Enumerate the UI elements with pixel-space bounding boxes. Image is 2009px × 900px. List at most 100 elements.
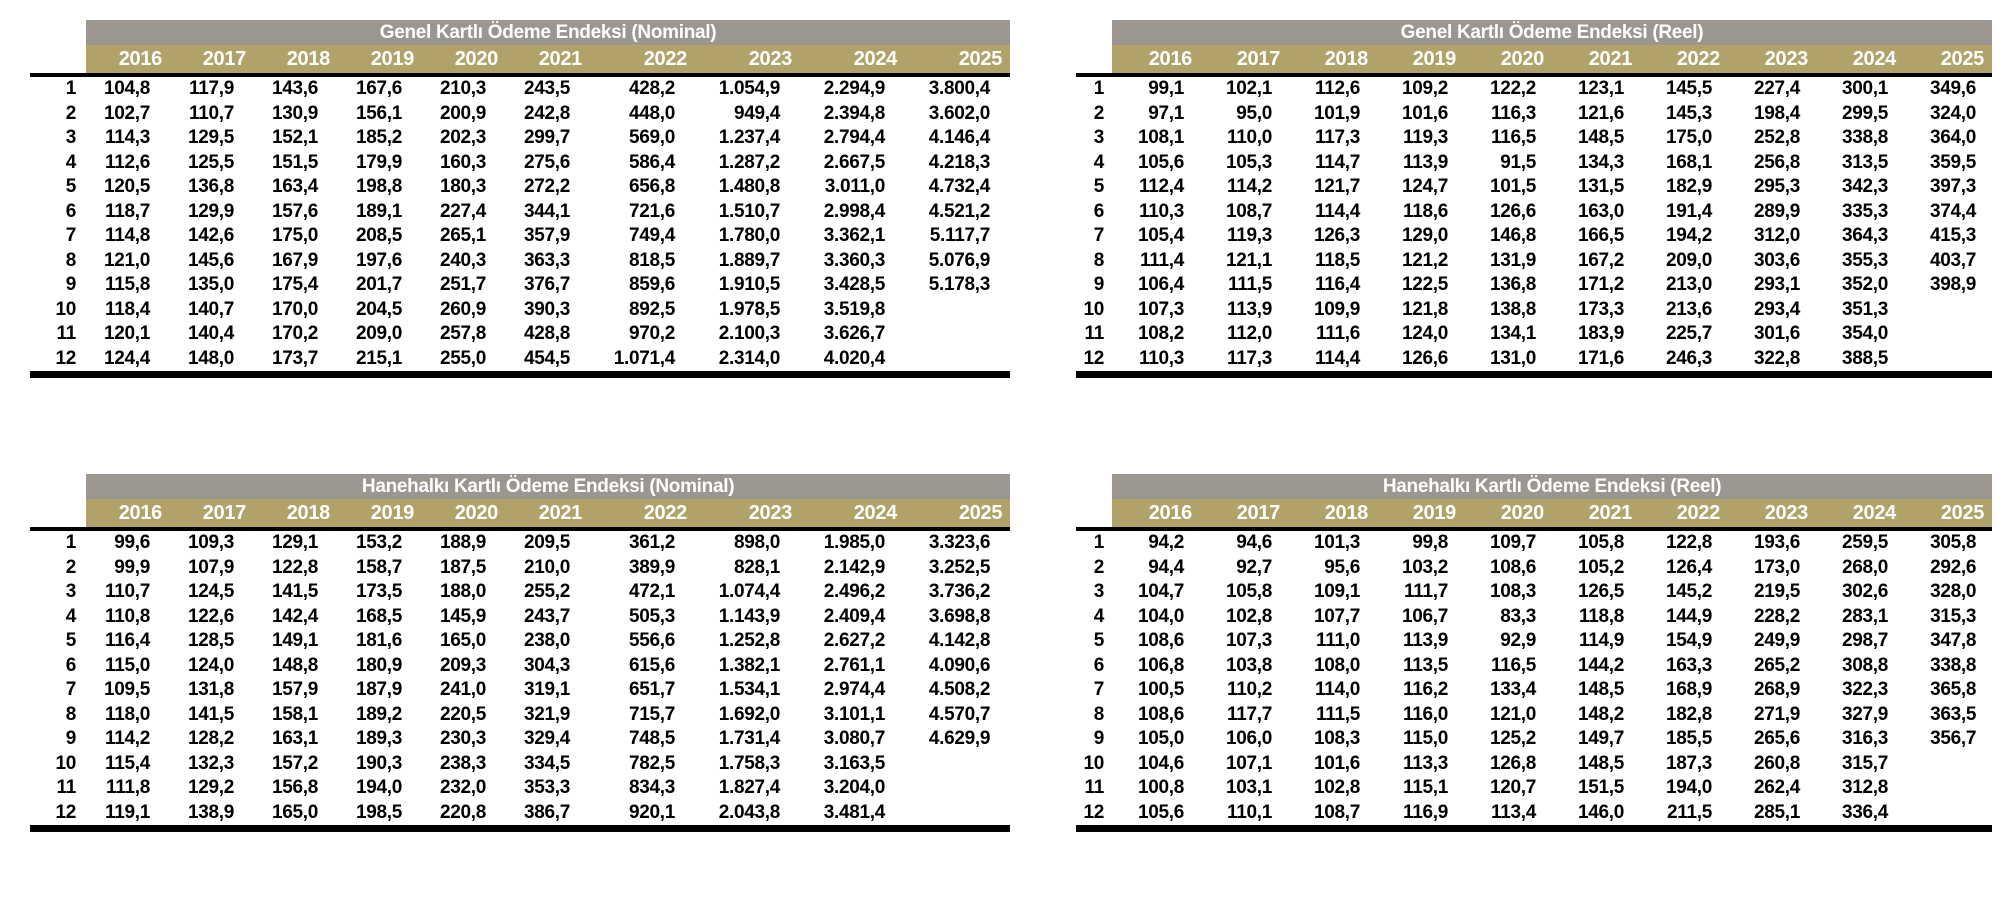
value-cell: 145,2 (1665, 581, 1712, 603)
value-cell: 111,4 (1140, 249, 1184, 271)
year-header: 2021 (1552, 499, 1640, 531)
value-cell: 118,0 (105, 703, 150, 725)
table-row: 6 106,8 103,8 108,0 113,5 116,5 144,2 163,3 265,… (1076, 654, 1992, 679)
value-cell: 115,8 (105, 274, 150, 296)
value-cell: 143,6 (271, 78, 318, 100)
value-cell: 99,6 (114, 532, 150, 554)
month-label: 4 (1093, 605, 1105, 627)
value-cell: 448,0 (628, 102, 675, 124)
month-label: 4 (65, 151, 77, 173)
table-row: 1 99,1 102,1 112,6 109,2 122,2 123,1 145,5 227,4… (1076, 75, 1992, 102)
value-cell: 194,2 (1665, 225, 1712, 247)
month-label: 9 (65, 728, 77, 750)
value-cell: 198,4 (1753, 102, 1800, 124)
value-cell: 163,3 (1665, 654, 1712, 676)
value-cell: 4.218,3 (928, 151, 991, 173)
value-cell: 122,2 (1489, 78, 1536, 100)
value-cell: 124,0 (187, 654, 234, 676)
value-cell: 1.978,5 (718, 298, 781, 320)
value-cell: 110,3 (1112, 346, 1200, 378)
value-cell: 180,9 (355, 654, 402, 676)
table-row: 3 108,1 110,0 117,3 119,3 116,5 148,5 175,0 252,… (1076, 126, 1992, 151)
value-cell: 4.020,4 (800, 346, 905, 378)
value-cell: 1.985,0 (823, 532, 886, 554)
month-label: 12 (1076, 800, 1112, 832)
value-cell: 111,5 (1316, 703, 1360, 725)
year-header: 2018 (254, 45, 338, 77)
value-cell: 2.043,8 (695, 800, 800, 832)
value-cell: 312,0 (1753, 225, 1800, 247)
month-label: 5 (65, 176, 77, 198)
value-cell: 5.076,9 (928, 249, 991, 271)
value-cell: 355,3 (1841, 249, 1888, 271)
value-cell: 110,1 (1200, 800, 1288, 832)
table-row: 5 116,4 128,5 149,1 181,6 165,0 238,0 556,6 1.25… (30, 629, 1010, 654)
value-cell: 160,3 (439, 151, 486, 173)
value-cell: 116,0 (1403, 703, 1448, 725)
value-cell (1904, 322, 1992, 347)
value-cell: 265,6 (1753, 728, 1800, 750)
value-cell: 104,8 (103, 78, 150, 100)
value-cell: 105,6 (1137, 151, 1184, 173)
payment-index-table-hanehalki-nominal: Hanehalkı Kartlı Ödeme Endeksi (Nominal)… (30, 474, 1011, 832)
value-cell: 238,3 (439, 752, 486, 774)
table-row: 11 120,1 140,4 170,2 209,0 257,8 428,8 970,2 2.1… (30, 322, 1010, 347)
title-row: Genel Kartlı Ödeme Endeksi (Reel) (1076, 20, 1992, 45)
value-cell: 1.534,1 (718, 679, 781, 701)
value-cell (1904, 346, 1992, 378)
value-cell: 2.100,3 (718, 323, 781, 345)
value-cell: 243,7 (523, 605, 570, 627)
table-row: 1 99,6 109,3 129,1 153,2 188,9 209,5 361,2 898,0… (30, 529, 1010, 556)
value-cell: 374,4 (1929, 200, 1976, 222)
value-cell: 115,1 (1403, 777, 1448, 799)
value-cell: 141,5 (271, 581, 318, 603)
value-cell: 615,6 (628, 654, 675, 676)
value-cell: 121,6 (1577, 102, 1624, 124)
value-cell: 103,8 (1225, 654, 1272, 676)
value-cell: 210,0 (523, 556, 570, 578)
value-cell: 220,8 (422, 800, 506, 832)
value-cell: 189,1 (355, 200, 402, 222)
corner-spacer (1076, 45, 1112, 77)
value-cell: 721,6 (628, 200, 675, 222)
payment-index-table-genel-nominal: Genel Kartlı Ödeme Endeksi (Nominal) 2016… (30, 20, 1011, 378)
value-cell: 361,2 (628, 532, 675, 554)
value-cell: 211,5 (1640, 800, 1728, 832)
value-cell: 117,3 (1315, 127, 1360, 149)
value-cell: 5.117,7 (929, 225, 991, 247)
value-cell: 1.252,8 (718, 630, 781, 652)
value-cell: 144,2 (1577, 654, 1624, 676)
value-cell: 349,6 (1929, 78, 1976, 100)
value-cell: 230,3 (439, 728, 486, 750)
value-cell (905, 346, 1011, 378)
value-cell: 107,7 (1313, 605, 1360, 627)
table-row: 10 115,4 132,3 157,2 190,3 238,3 334,5 782,5 1.7… (30, 752, 1010, 777)
year-header: 2023 (1728, 499, 1816, 531)
value-cell: 275,6 (523, 151, 570, 173)
value-cell: 109,9 (1313, 298, 1360, 320)
value-cell: 114,4 (1315, 200, 1360, 222)
value-cell: 105,0 (1137, 728, 1184, 750)
year-header: 2020 (1464, 499, 1552, 531)
value-cell: 110,7 (189, 102, 234, 124)
year-header: 2021 (506, 45, 590, 77)
value-cell: 101,3 (1313, 532, 1360, 554)
value-cell: 122,8 (271, 556, 318, 578)
value-cell: 118,4 (105, 298, 150, 320)
value-cell: 109,2 (1401, 78, 1448, 100)
value-cell: 2.794,4 (823, 127, 886, 149)
value-cell: 145,5 (1665, 78, 1712, 100)
value-cell: 124,4 (86, 346, 170, 378)
value-cell: 168,5 (355, 605, 402, 627)
value-cell: 158,7 (355, 556, 402, 578)
value-cell: 91,5 (1500, 151, 1536, 173)
month-label: 8 (65, 249, 77, 271)
value-cell: 363,5 (1930, 703, 1977, 725)
value-cell: 268,9 (1753, 679, 1800, 701)
value-cell: 110,0 (1227, 127, 1272, 149)
value-cell: 112,6 (1315, 78, 1360, 100)
table-row: 6 118,7 129,9 157,6 189,1 227,4 344,1 721,6 1.51… (30, 200, 1010, 225)
value-cell: 104,7 (1137, 581, 1184, 603)
value-cell: 403,7 (1929, 249, 1976, 271)
year-header: 2025 (905, 45, 1011, 77)
